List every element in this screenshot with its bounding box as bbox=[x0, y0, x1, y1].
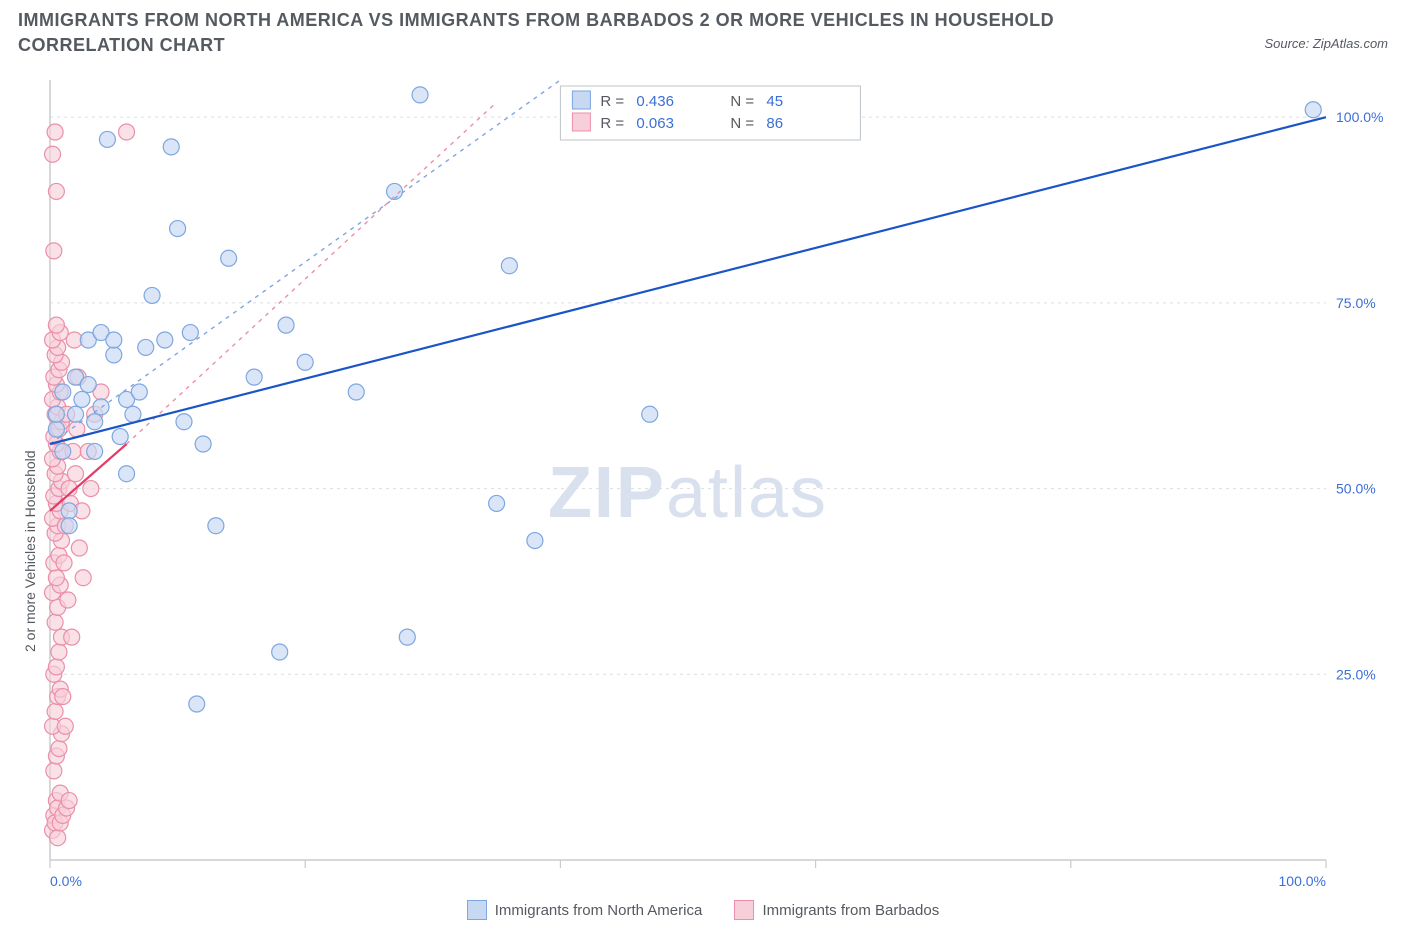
svg-text:ZIPatlas: ZIPatlas bbox=[548, 453, 828, 533]
svg-text:100.0%: 100.0% bbox=[1336, 109, 1383, 125]
source-label: Source: ZipAtlas.com bbox=[1264, 36, 1388, 51]
svg-text:86: 86 bbox=[766, 115, 783, 132]
svg-text:R =: R = bbox=[600, 115, 624, 132]
page-title: IMMIGRANTS FROM NORTH AMERICA VS IMMIGRA… bbox=[18, 8, 1118, 58]
legend-label-na: Immigrants from North America bbox=[495, 902, 703, 919]
svg-text:N =: N = bbox=[730, 93, 754, 110]
legend-label-bb: Immigrants from Barbados bbox=[762, 902, 939, 919]
correlation-scatter-chart: 25.0% 50.0% 75.0% 100.0% 0.0% 100.0% ZIPatlas R… bbox=[0, 70, 1406, 900]
svg-text:0.063: 0.063 bbox=[636, 115, 674, 132]
legend-item-na: Immigrants from North America bbox=[467, 900, 703, 920]
svg-text:R =: R = bbox=[600, 93, 624, 110]
svg-text:100.0%: 100.0% bbox=[1279, 873, 1326, 889]
legend-item-bb: Immigrants from Barbados bbox=[734, 900, 939, 920]
svg-text:50.0%: 50.0% bbox=[1336, 481, 1376, 497]
legend-swatch-na bbox=[467, 900, 487, 920]
svg-text:0.0%: 0.0% bbox=[50, 873, 82, 889]
svg-text:75.0%: 75.0% bbox=[1336, 295, 1376, 311]
svg-text:N =: N = bbox=[730, 115, 754, 132]
svg-text:0.436: 0.436 bbox=[636, 93, 674, 110]
y-axis-label: 2 or more Vehicles in Household bbox=[22, 450, 38, 652]
legend-bottom: Immigrants from North America Immigrants… bbox=[0, 900, 1406, 924]
svg-text:25.0%: 25.0% bbox=[1336, 666, 1376, 682]
legend-swatch-bb bbox=[734, 900, 754, 920]
svg-text:45: 45 bbox=[766, 93, 783, 110]
